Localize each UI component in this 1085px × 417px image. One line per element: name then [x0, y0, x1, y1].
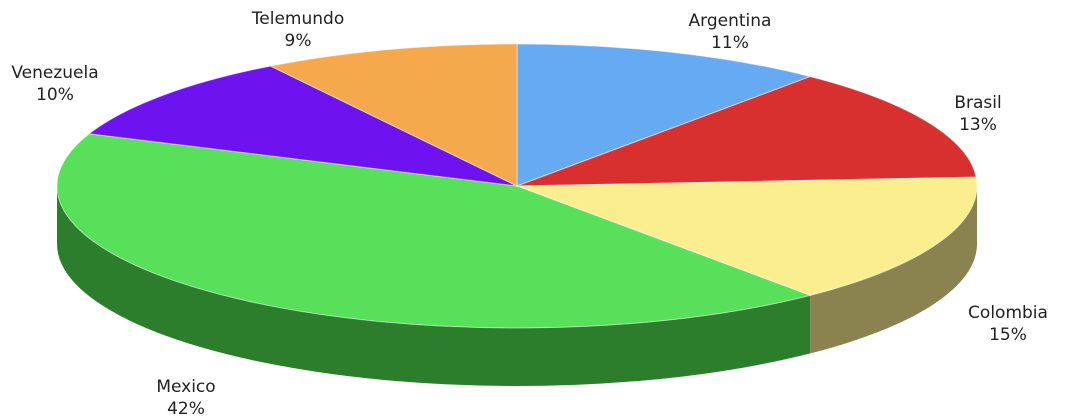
slice-value-colombia: 15%	[989, 325, 1027, 345]
slice-side-mexico	[57, 186, 811, 386]
slice-mexico	[56, 133, 812, 329]
slice-label-colombia: Colombia	[968, 303, 1048, 323]
slice-label-brasil: Brasil	[954, 93, 1001, 113]
pie-side-walls	[57, 186, 977, 386]
pie-top-surface	[56, 43, 978, 329]
slice-value-venezuela: 10%	[36, 85, 74, 105]
slice-brasil	[516, 76, 977, 187]
slice-value-mexico: 42%	[167, 399, 205, 417]
slice-colombia	[516, 176, 978, 296]
slice-label-telemundo: Telemundo	[251, 9, 344, 29]
slice-value-argentina: 11%	[711, 33, 749, 53]
slice-value-telemundo: 9%	[285, 31, 312, 51]
slice-telemundo	[268, 43, 518, 187]
slice-side-colombia	[810, 186, 977, 354]
slice-label-mexico: Mexico	[156, 377, 215, 397]
slice-venezuela	[88, 65, 518, 187]
slice-argentina	[516, 43, 812, 187]
slice-label-venezuela: Venezuela	[11, 63, 98, 83]
slice-label-argentina: Argentina	[689, 11, 772, 31]
slice-value-brasil: 13%	[959, 115, 997, 135]
